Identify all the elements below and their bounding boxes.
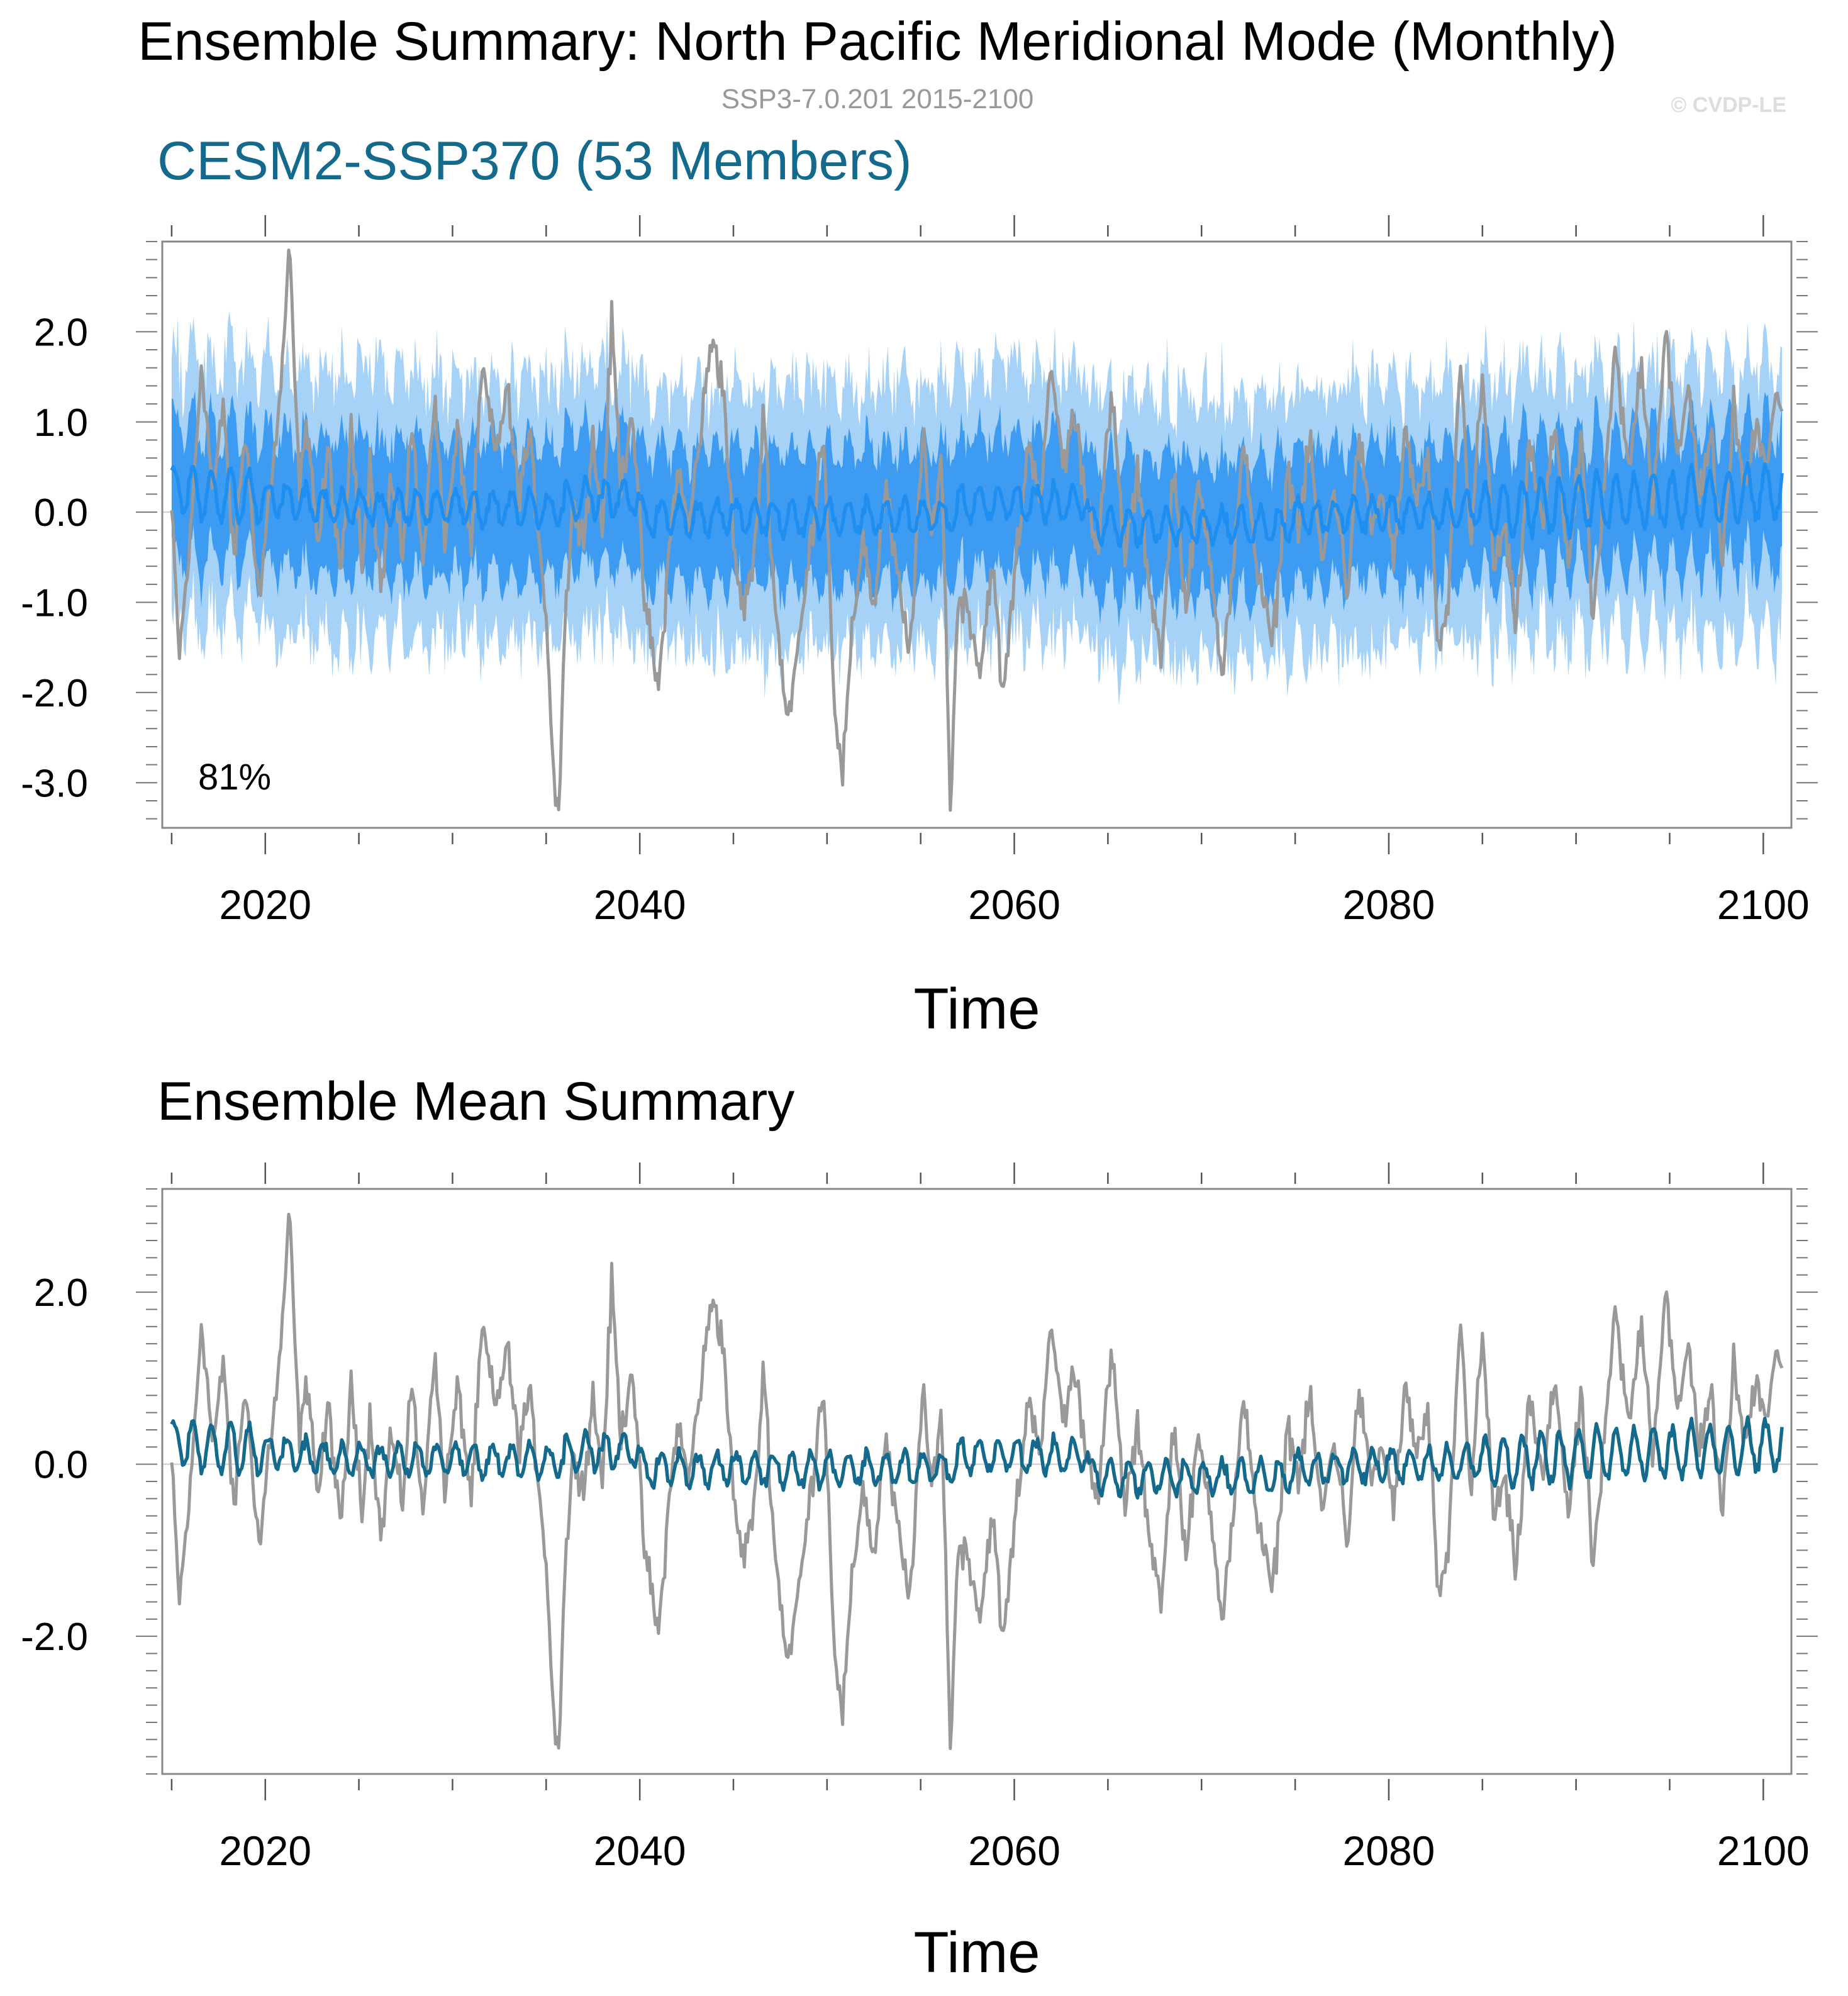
y-tick-label: 0.0 [34, 1444, 88, 1487]
x-tick-label: 2080 [1343, 1827, 1435, 1874]
x-tick-label: 2060 [968, 881, 1060, 928]
y-tick-label: 2.0 [34, 311, 88, 354]
panel2-title: Ensemble Mean Summary [157, 1071, 794, 1132]
x-tick-label: 2100 [1717, 1827, 1810, 1874]
x-tick-label: 2100 [1717, 881, 1810, 928]
x-tick-label: 2020 [219, 1827, 311, 1874]
x-tick-label: 2080 [1343, 881, 1435, 928]
panel1-title: CESM2-SSP370 (53 Members) [157, 131, 912, 191]
copyright-watermark: © CVDP-LE [1671, 93, 1786, 117]
panel1-x-axis-label: Time [913, 977, 1040, 1041]
observed-series-line [170, 1212, 1784, 1751]
figure-subtitle: SSP3-7.0.201 2015-2100 [721, 84, 1034, 114]
y-tick-label: -3.0 [21, 762, 88, 805]
y-tick-label: -1.0 [21, 582, 88, 625]
panel2-x-axis-label: Time [913, 1921, 1040, 1985]
y-tick-label: -2.0 [21, 672, 88, 715]
ensemble-mean-line [170, 460, 1784, 549]
panel2-frame [161, 1188, 1793, 1775]
y-tick-label: 1.0 [34, 401, 88, 445]
y-tick-label: 0.0 [34, 491, 88, 535]
y-tick-label: -2.0 [21, 1615, 88, 1659]
ensemble-spread-panel: CESM2-SSP370 (53 Members) 2020 2040 2060 20… [21, 131, 1818, 1041]
x-tick-label: 2040 [594, 1827, 686, 1874]
figure-title: Ensemble Summary: North Pacific Meridion… [138, 11, 1617, 72]
ensemble-spread-inner-band [171, 390, 1783, 628]
x-tick-label: 2060 [968, 1827, 1060, 1874]
observed-series-line [170, 248, 1784, 812]
y-tick-label: 2.0 [34, 1271, 88, 1315]
ensemble-mean-panel: Ensemble Mean Summary 2020 2040 2060 2080 21… [21, 1071, 1818, 1985]
ensemble-mean-line [170, 1415, 1784, 1500]
x-tick-label: 2040 [594, 881, 686, 928]
x-tick-label: 2020 [219, 881, 311, 928]
panel1-percent-annotation: 81% [198, 757, 271, 798]
panel1-frame [161, 240, 1793, 829]
